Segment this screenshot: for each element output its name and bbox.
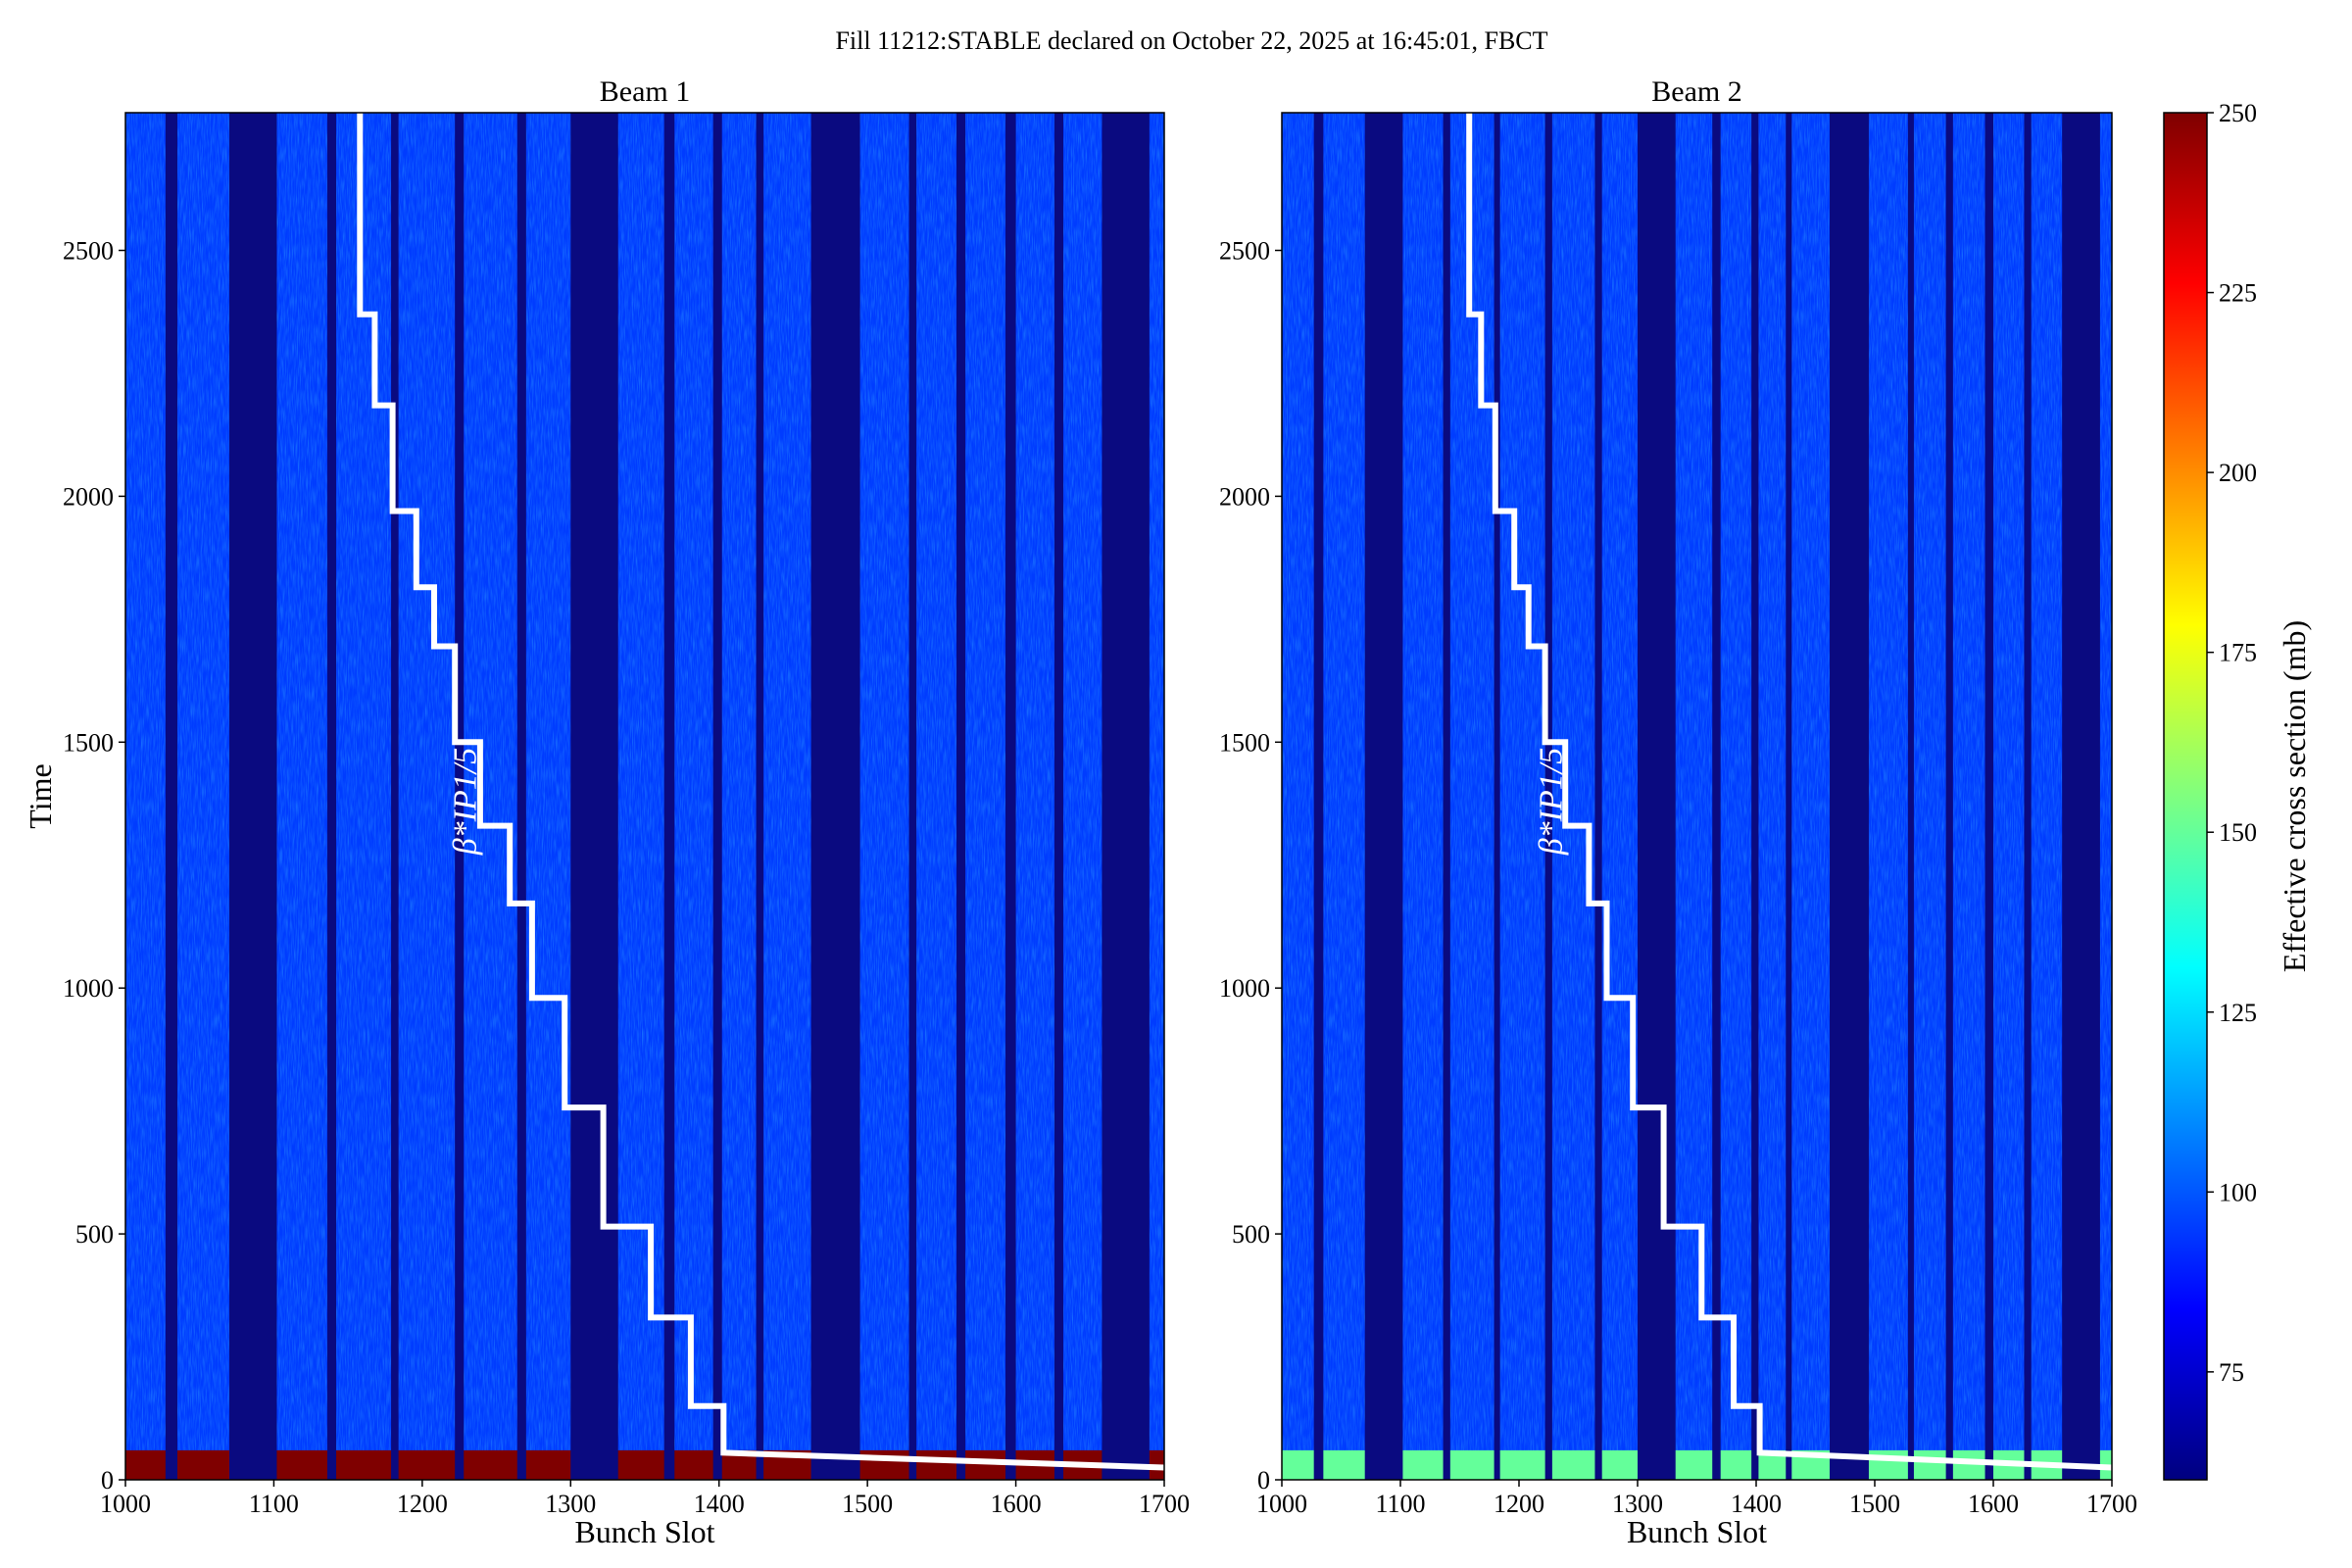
empty-slot-gap [516, 113, 526, 1480]
y-tick-label: 2000 [1219, 482, 1270, 511]
y-tick-label: 1500 [63, 728, 114, 757]
empty-slot-gap [1638, 113, 1676, 1480]
heatmap-noise-texture [1282, 113, 2112, 1480]
x-axis-label: Bunch Slot [574, 1514, 714, 1549]
empty-slot-gap [1984, 113, 1993, 1480]
panel-title: Beam 1 [600, 75, 690, 108]
empty-slot-gap [455, 113, 465, 1480]
empty-slot-gap [1004, 113, 1016, 1480]
empty-slot-gap [2024, 113, 2032, 1480]
y-tick-label: 500 [75, 1220, 114, 1249]
x-tick-label: 1500 [842, 1490, 893, 1518]
x-axis-label: Bunch Slot [1627, 1514, 1767, 1549]
empty-slot-gap [756, 113, 764, 1480]
x-tick-label: 1300 [1612, 1490, 1663, 1518]
y-axis-label: Time [23, 763, 58, 828]
colorbar-gradient [2164, 113, 2207, 1480]
y-tick-label: 2000 [63, 482, 114, 511]
empty-slot-gap [712, 113, 722, 1480]
empty-slot-gap [326, 113, 337, 1480]
empty-slot-gap [1054, 113, 1064, 1480]
empty-slot-gap [2062, 113, 2100, 1480]
y-tick-label: 500 [1232, 1220, 1270, 1249]
x-tick-label: 1300 [545, 1490, 596, 1518]
x-tick-label: 1200 [1494, 1490, 1544, 1518]
beta-star-step-line [357, 113, 1165, 1471]
y-tick-label: 1000 [1219, 974, 1270, 1003]
empty-slot-gap [165, 113, 177, 1480]
x-tick-label: 1000 [1256, 1490, 1307, 1518]
figure-suptitle: Fill 11212:STABLE declared on October 22… [835, 26, 1547, 55]
y-tick-label: 1500 [1219, 728, 1270, 757]
empty-slot-gap [1544, 113, 1552, 1480]
empty-slot-gap [1751, 113, 1759, 1480]
empty-slot-gap [1786, 113, 1792, 1480]
x-tick-label: 1700 [1139, 1490, 1190, 1518]
heatmap-hot-band [1282, 1449, 2112, 1480]
empty-slot-gap [663, 113, 675, 1480]
beta-star-step-line [1466, 113, 2113, 1471]
empty-slot-gap [1907, 113, 1914, 1480]
colorbar-label: Effective cross section (mb) [2277, 620, 2312, 972]
colorbar-tick-label: 225 [2219, 279, 2257, 308]
y-tick-label: 2500 [1219, 237, 1270, 266]
x-tick-label: 1000 [100, 1490, 151, 1518]
heatmap-hot-band [125, 1449, 1164, 1480]
x-tick-label: 1400 [694, 1490, 745, 1518]
axes-frame [1281, 112, 2113, 1481]
colorbar-tick-label: 200 [2219, 459, 2257, 487]
empty-slot-gap [1443, 113, 1450, 1480]
x-tick-label: 1600 [1968, 1490, 2019, 1518]
x-tick-label: 1100 [249, 1490, 299, 1518]
empty-slot-gap [1945, 113, 1953, 1480]
y-tick-label: 0 [1257, 1466, 1270, 1494]
y-tick-label: 2500 [63, 237, 114, 266]
empty-slot-gap [1102, 113, 1150, 1480]
x-tick-label: 1200 [397, 1490, 448, 1518]
empty-slot-gap [956, 113, 966, 1480]
empty-slot-gap [229, 113, 277, 1480]
colorbar-tick-label: 250 [2219, 99, 2257, 127]
beta-star-annotation: β*IP1/5 [1534, 748, 1570, 856]
y-tick-label: 0 [101, 1466, 114, 1494]
panel-title: Beam 2 [1651, 75, 1741, 108]
x-tick-label: 1700 [2086, 1490, 2137, 1518]
x-tick-label: 1100 [1375, 1490, 1425, 1518]
colorbar-tick-label: 175 [2219, 639, 2257, 667]
x-tick-label: 1500 [1849, 1490, 1900, 1518]
heatmap-noise-texture [125, 113, 1164, 1480]
colorbar-frame [2163, 112, 2208, 1481]
empty-slot-gap [1712, 113, 1721, 1480]
empty-slot-gap [1830, 113, 1869, 1480]
empty-slot-gap [810, 113, 860, 1480]
colorbar-tick-label: 75 [2219, 1358, 2244, 1387]
colorbar-tick-label: 125 [2219, 999, 2257, 1027]
heatmap-panel-1: β*IP1/5 Beam 1 1000 1100 1200 1300 1400 1500 160… [23, 75, 1190, 1549]
empty-slot-gap [1364, 113, 1403, 1480]
heatmap-panel-2: β*IP1/5 Beam 2 1000 1100 1200 1300 1400 1500 160… [1219, 75, 2137, 1549]
empty-slot-gap [570, 113, 618, 1480]
colorbar-tick-label: 150 [2219, 818, 2257, 847]
axes-frame [124, 112, 1165, 1481]
y-tick-label: 1000 [63, 974, 114, 1003]
x-tick-label: 1600 [991, 1490, 1042, 1518]
empty-slot-gap [1494, 113, 1500, 1480]
empty-slot-gap [1313, 113, 1324, 1480]
empty-slot-gap [391, 113, 399, 1480]
empty-slot-gap [908, 113, 917, 1480]
colorbar-tick-label: 100 [2219, 1178, 2257, 1206]
x-tick-label: 1400 [1731, 1490, 1782, 1518]
beta-star-annotation: β*IP1/5 [447, 748, 483, 856]
empty-slot-gap [1594, 113, 1602, 1480]
